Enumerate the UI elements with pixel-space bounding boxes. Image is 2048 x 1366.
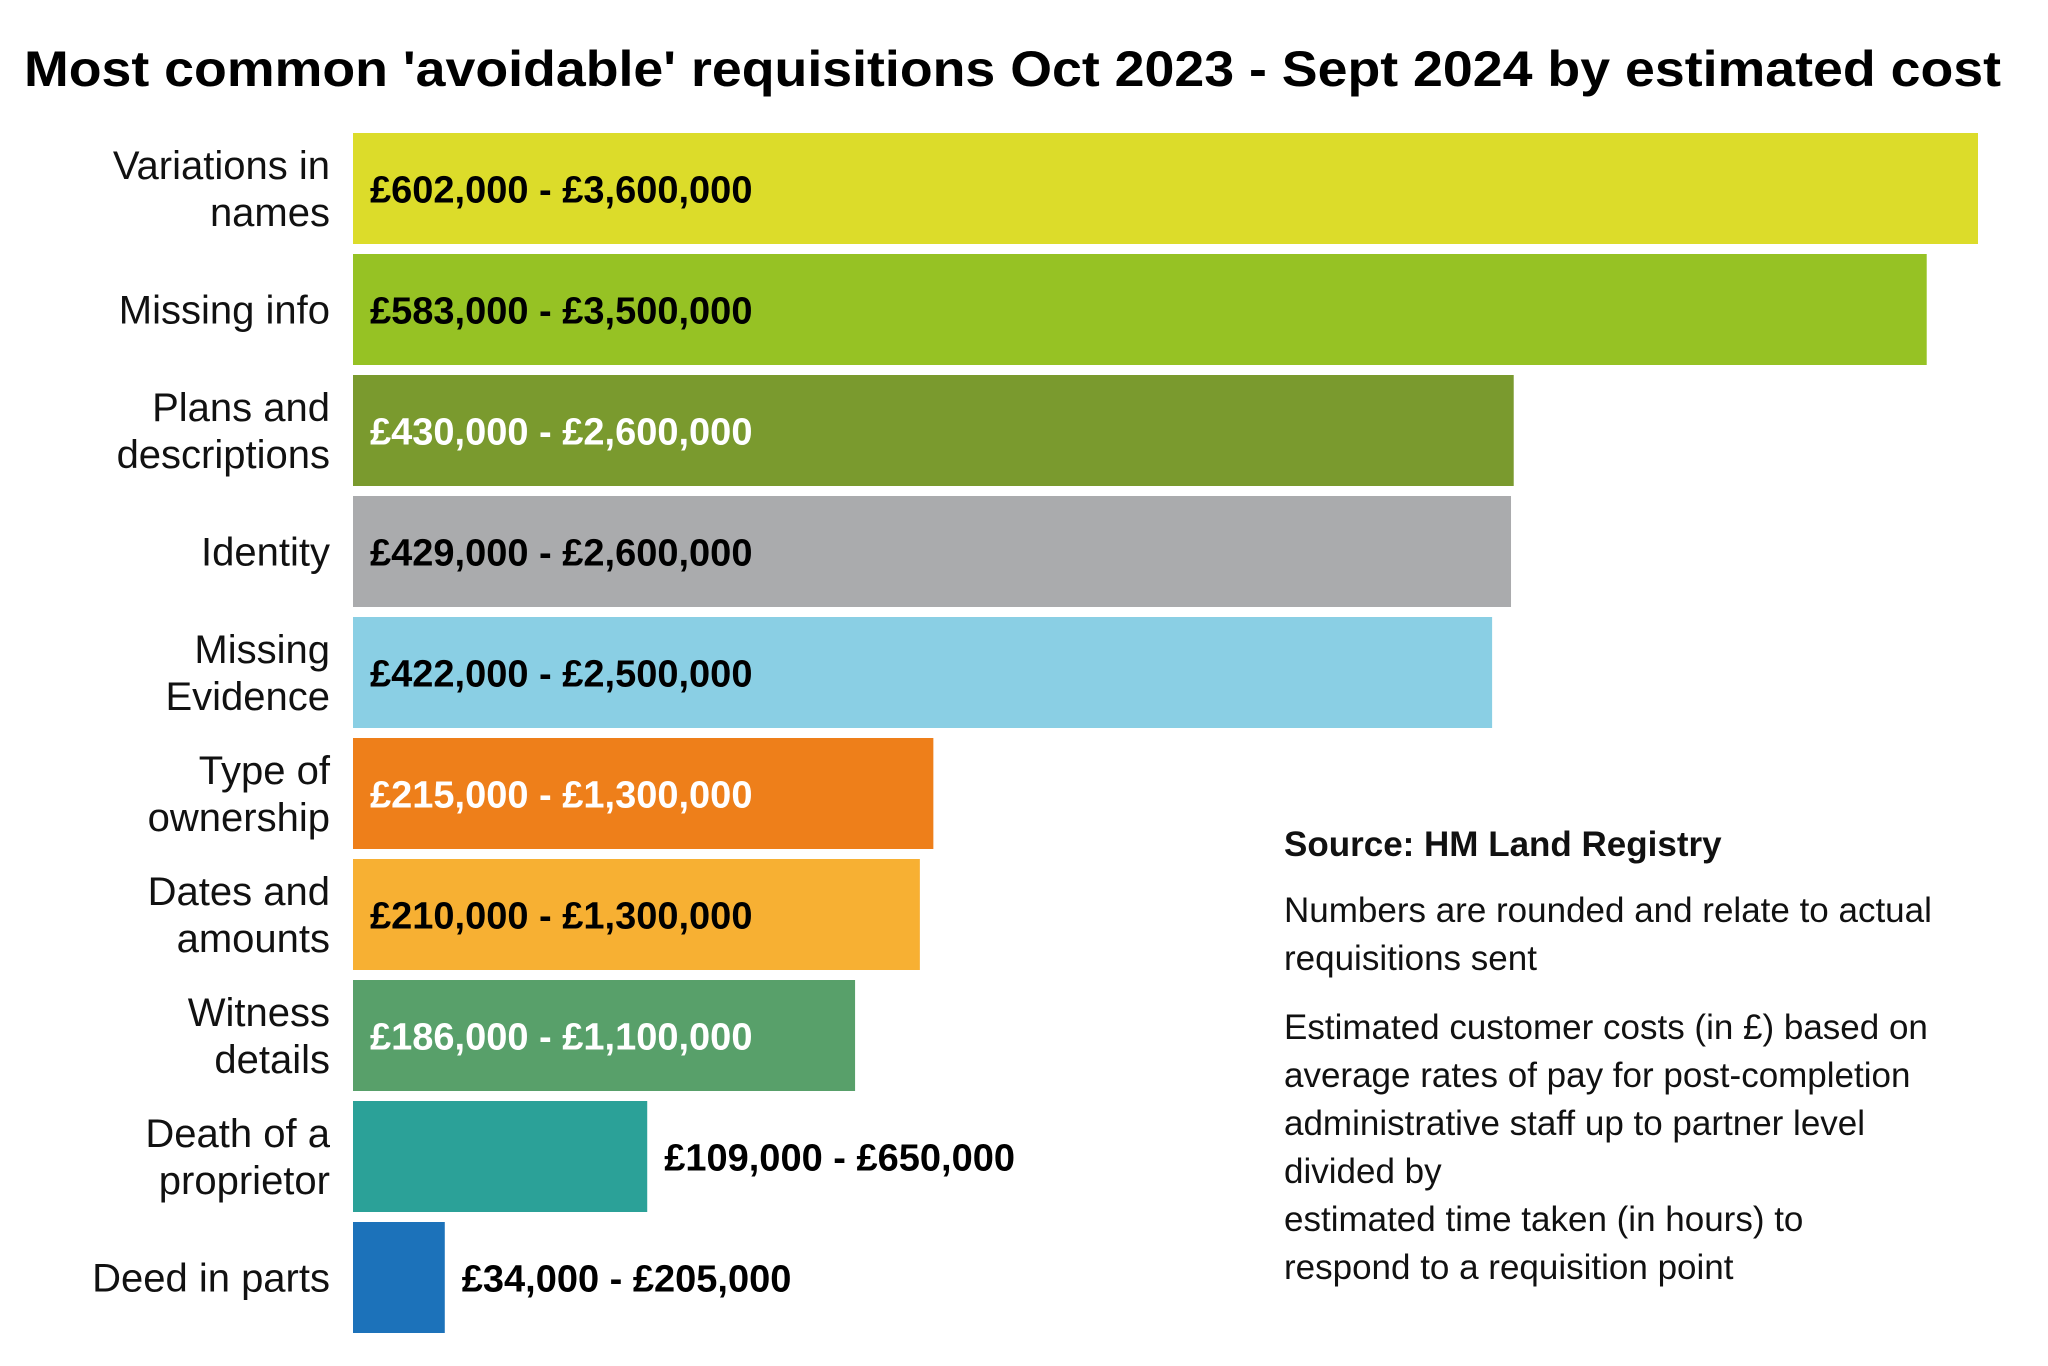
bar [353,133,1978,244]
source-note: Source: HM Land Registry [1284,825,1722,864]
category-label: ownership [148,796,330,840]
category-label: proprietor [159,1159,330,1203]
category-label: Deed in parts [92,1257,330,1301]
data-label: £602,000 - £3,600,000 [370,170,752,212]
data-label: £210,000 - £1,300,000 [370,896,752,938]
notes: Source: HM Land Registry Numbers are rou… [1284,825,1932,1287]
data-label: £430,000 - £2,600,000 [370,412,752,454]
method-note-line: estimated time taken (in hours) to [1284,1200,1803,1239]
category-label: names [210,191,330,235]
bar [353,738,934,849]
data-label: £109,000 - £650,000 [664,1138,1015,1180]
category-label: Identity [201,531,330,575]
rounding-note-line: Numbers are rounded and relate to actual [1284,891,1932,930]
method-note-line: Estimated customer costs (in £) based on [1284,1008,1928,1047]
bar [353,617,1493,728]
category-label: Variations in [113,144,330,188]
category-label: amounts [177,917,330,961]
category-label: Death of a [145,1112,330,1156]
bar [353,1101,648,1212]
data-label: £429,000 - £2,600,000 [370,533,752,575]
bar [353,375,1514,486]
method-note-line: respond to a requisition point [1284,1248,1734,1287]
category-label: Missing [194,628,330,672]
data-label: £34,000 - £205,000 [462,1259,792,1301]
chart-title: Most common 'avoidable' requisitions Oct… [24,41,2001,97]
bar [353,254,1927,365]
bar [353,496,1512,607]
category-label: Type of [199,749,331,793]
bar [353,980,856,1091]
category-label: Witness [188,991,330,1035]
method-note-line: divided by [1284,1152,1442,1191]
rounding-note-line: requisitions sent [1284,939,1537,978]
category-label: details [214,1038,330,1082]
data-label: £583,000 - £3,500,000 [370,291,752,333]
data-label: £422,000 - £2,500,000 [370,654,752,696]
category-label: Dates and [148,870,330,914]
method-note-line: administrative staff up to partner level [1284,1104,1865,1143]
category-label: Plans and [152,386,330,430]
data-label: £186,000 - £1,100,000 [370,1017,752,1059]
method-note-line: average rates of pay for post-completion [1284,1056,1910,1095]
bar [353,859,920,970]
category-label: Evidence [165,675,330,719]
bar [353,1222,445,1333]
category-label: Missing info [119,289,330,333]
category-label: descriptions [117,433,330,477]
data-label: £215,000 - £1,300,000 [370,775,752,817]
